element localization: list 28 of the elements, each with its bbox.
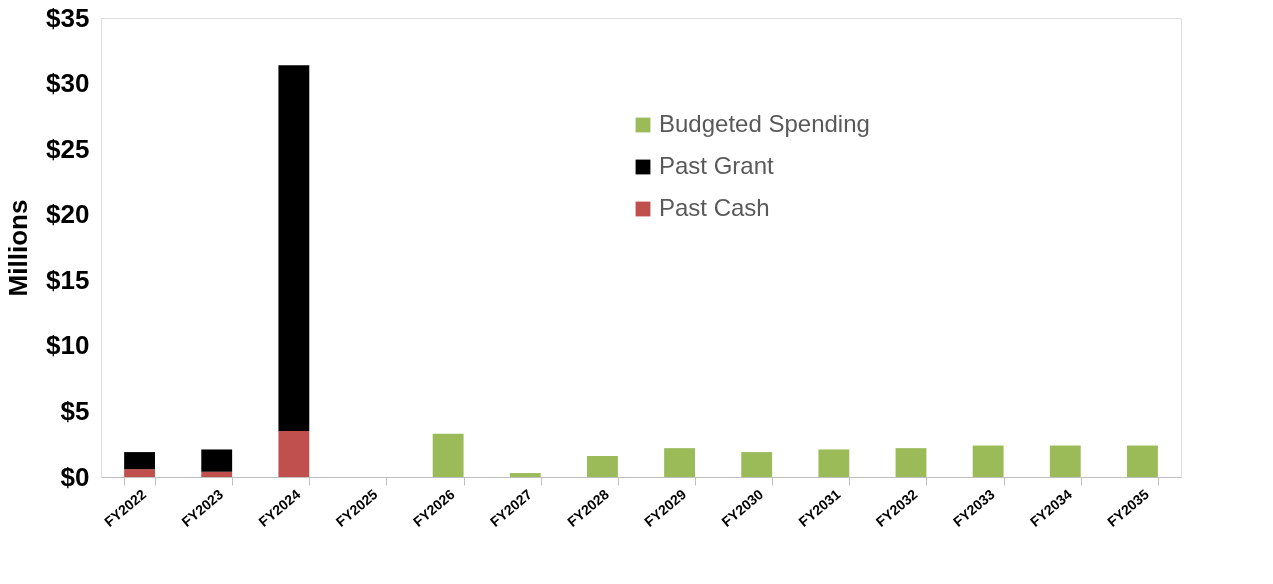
bar: [818, 449, 850, 477]
bar: [124, 452, 155, 470]
bar: [1127, 445, 1158, 477]
legend-label: Past Cash: [659, 194, 770, 221]
y-axis-title: Millions: [3, 199, 34, 297]
y-tick-label: $20: [46, 199, 90, 230]
bar: [432, 433, 464, 477]
bar: [201, 471, 233, 477]
legend-label: Past Grant: [659, 152, 775, 179]
bar: [278, 65, 310, 432]
legend-label: Budgeted Spending: [659, 110, 870, 137]
bar: [278, 431, 310, 477]
bar: [972, 445, 1004, 477]
y-tick-label: $30: [46, 68, 90, 99]
bar: [1049, 445, 1081, 477]
y-tick-label: $35: [46, 2, 90, 33]
y-tick-label: $10: [46, 330, 90, 361]
bar: [201, 449, 233, 472]
bar: [895, 448, 927, 477]
bar: [741, 452, 773, 477]
y-tick-label: $0: [60, 461, 90, 492]
y-tick-label: $5: [60, 395, 90, 426]
bar: [124, 469, 155, 477]
bar: [509, 473, 541, 477]
bar: [664, 448, 695, 477]
y-tick-label: $15: [46, 264, 90, 295]
bar: [587, 456, 618, 477]
y-tick-label: $25: [46, 133, 90, 164]
